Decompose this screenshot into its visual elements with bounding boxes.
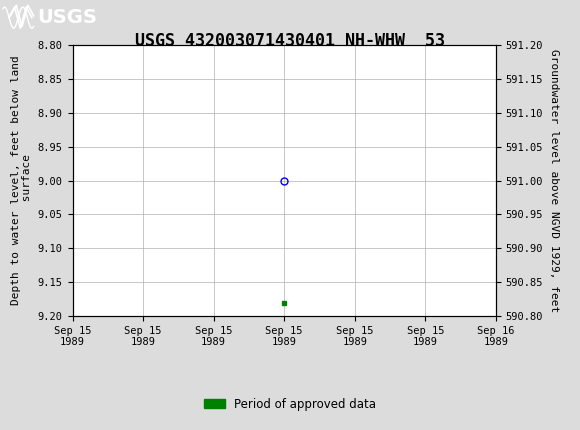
Text: USGS: USGS <box>38 8 97 27</box>
Text: USGS 432003071430401 NH-WHW  53: USGS 432003071430401 NH-WHW 53 <box>135 32 445 50</box>
Legend: Period of approved data: Period of approved data <box>199 393 381 415</box>
Y-axis label: Groundwater level above NGVD 1929, feet: Groundwater level above NGVD 1929, feet <box>549 49 559 312</box>
Y-axis label: Depth to water level, feet below land
 surface: Depth to water level, feet below land su… <box>10 56 32 305</box>
